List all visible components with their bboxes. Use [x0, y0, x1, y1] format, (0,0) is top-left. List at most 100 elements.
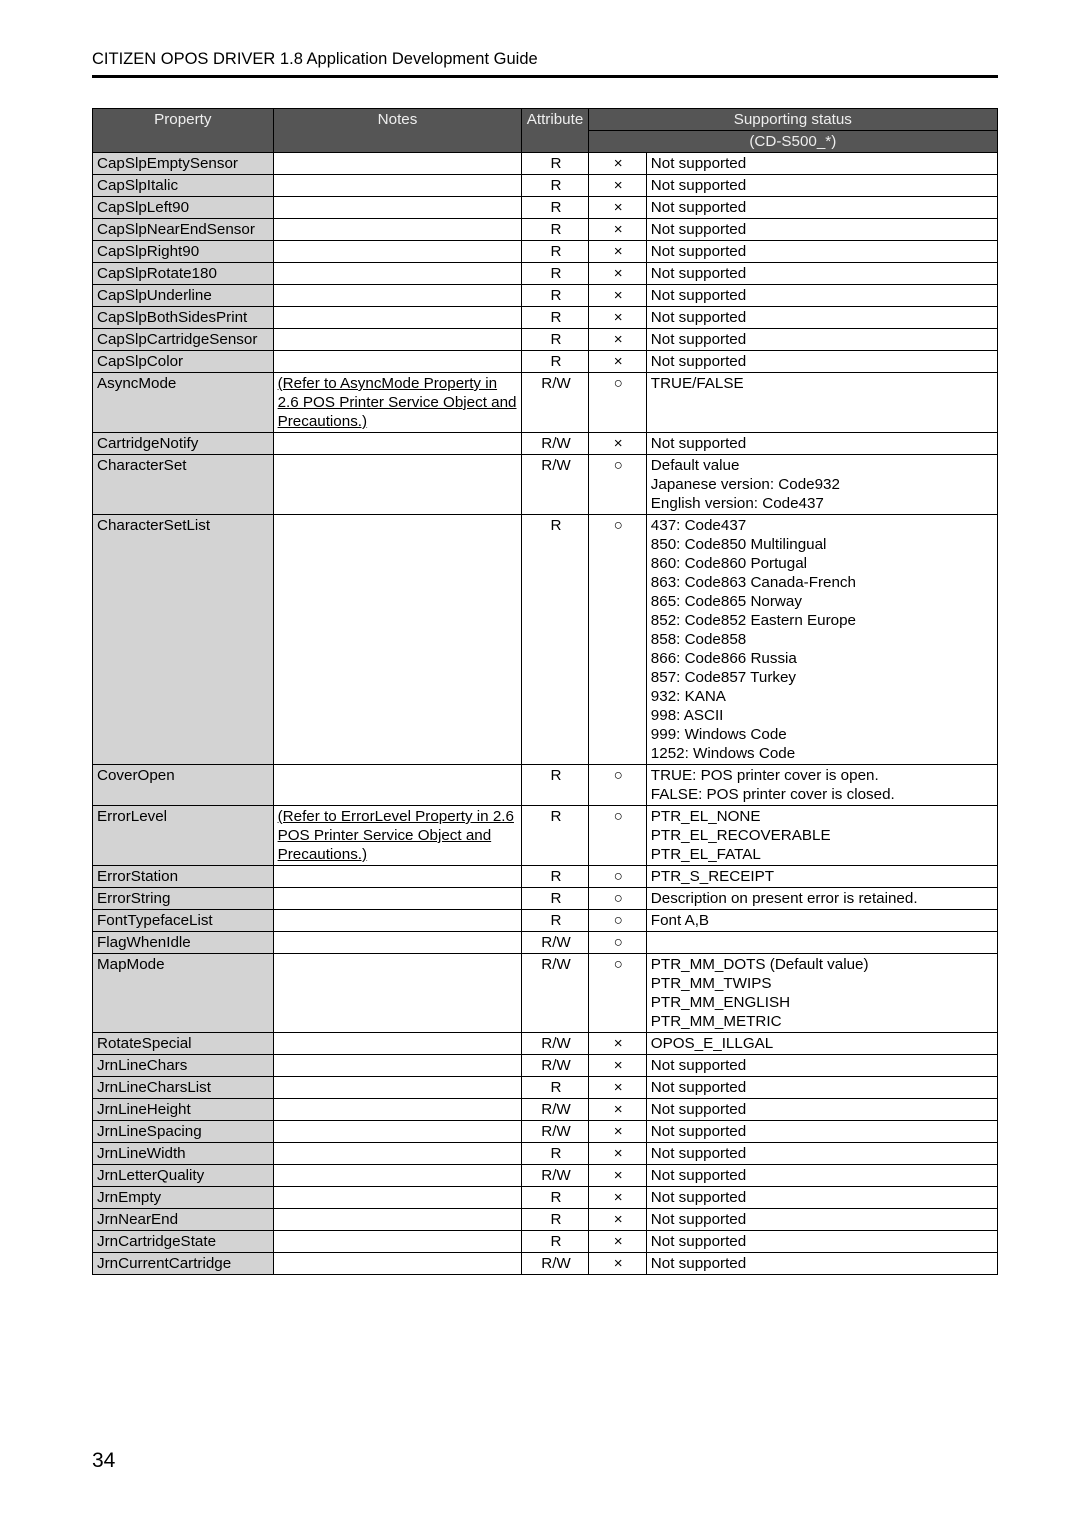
- table-row: JrnLineSpacingR/W×Not supported: [93, 1121, 998, 1143]
- cell-notes: [273, 1231, 522, 1253]
- table-row: CapSlpNearEndSensorR×Not supported: [93, 219, 998, 241]
- cell-support-desc: Not supported: [646, 241, 997, 263]
- cell-support-desc: Not supported: [646, 307, 997, 329]
- cell-notes: [273, 954, 522, 1033]
- document-header: CITIZEN OPOS DRIVER 1.8 Application Deve…: [92, 50, 998, 69]
- cell-property: CapSlpColor: [93, 351, 274, 373]
- table-row: JrnLineWidthR×Not supported: [93, 1143, 998, 1165]
- table-row: JrnLineCharsListR×Not supported: [93, 1077, 998, 1099]
- cell-notes: [273, 455, 522, 515]
- table-head: Property Notes Attribute Supporting stat…: [93, 109, 998, 153]
- cell-support-desc: Not supported: [646, 1253, 997, 1275]
- cell-notes: [273, 197, 522, 219]
- cell-property: CharacterSetList: [93, 515, 274, 765]
- cell-notes: [273, 765, 522, 806]
- cell-notes: [273, 241, 522, 263]
- cell-attribute: R: [522, 910, 588, 932]
- table-row: CapSlpCartridgeSensorR×Not supported: [93, 329, 998, 351]
- cell-support-mark: ○: [588, 888, 646, 910]
- cell-notes: [273, 433, 522, 455]
- cell-support-mark: ×: [588, 351, 646, 373]
- cell-support-mark: ×: [588, 197, 646, 219]
- cell-property: CapSlpLeft90: [93, 197, 274, 219]
- table-row: CharacterSetR/W○Default value Japanese v…: [93, 455, 998, 515]
- table-row: CoverOpenR○TRUE: POS printer cover is op…: [93, 765, 998, 806]
- cell-support-desc: Not supported: [646, 285, 997, 307]
- cell-property: CapSlpEmptySensor: [93, 153, 274, 175]
- cell-attribute: R: [522, 515, 588, 765]
- cell-property: CapSlpNearEndSensor: [93, 219, 274, 241]
- cell-support-mark: ○: [588, 866, 646, 888]
- cell-notes: [273, 1099, 522, 1121]
- table-row: CharacterSetListR○437: Code437 850: Code…: [93, 515, 998, 765]
- cell-property: CapSlpCartridgeSensor: [93, 329, 274, 351]
- table-row: JrnCurrentCartridgeR/W×Not supported: [93, 1253, 998, 1275]
- cell-support-mark: ×: [588, 1033, 646, 1055]
- cell-notes: [273, 910, 522, 932]
- cell-property: CapSlpUnderline: [93, 285, 274, 307]
- cell-property: JrnEmpty: [93, 1187, 274, 1209]
- cell-support-mark: ○: [588, 765, 646, 806]
- cell-support-mark: ×: [588, 153, 646, 175]
- cell-attribute: R: [522, 263, 588, 285]
- table-row: JrnEmptyR×Not supported: [93, 1187, 998, 1209]
- table-row: CapSlpItalicR×Not supported: [93, 175, 998, 197]
- cell-support-desc: Not supported: [646, 219, 997, 241]
- cell-property: ErrorStation: [93, 866, 274, 888]
- cell-support-desc: Not supported: [646, 1187, 997, 1209]
- cell-attribute: R/W: [522, 954, 588, 1033]
- cell-notes: [273, 219, 522, 241]
- cell-support-mark: ○: [588, 455, 646, 515]
- table-row: CapSlpEmptySensorR×Not supported: [93, 153, 998, 175]
- cell-property: CapSlpRotate180: [93, 263, 274, 285]
- cell-support-desc: OPOS_E_ILLGAL: [646, 1033, 997, 1055]
- th-property: Property: [93, 109, 274, 153]
- table-row: JrnCartridgeStateR×Not supported: [93, 1231, 998, 1253]
- th-notes: Notes: [273, 109, 522, 153]
- cell-support-desc: TRUE: POS printer cover is open. FALSE: …: [646, 765, 997, 806]
- cell-attribute: R: [522, 1143, 588, 1165]
- cell-attribute: R: [522, 285, 588, 307]
- cell-notes: [273, 307, 522, 329]
- cell-property: RotateSpecial: [93, 1033, 274, 1055]
- cell-property: ErrorLevel: [93, 806, 274, 866]
- cell-attribute: R: [522, 175, 588, 197]
- cell-property: FlagWhenIdle: [93, 932, 274, 954]
- page-number: 34: [92, 1449, 115, 1473]
- cell-notes: [273, 866, 522, 888]
- cell-notes: [273, 153, 522, 175]
- cell-property: JrnCartridgeState: [93, 1231, 274, 1253]
- cell-support-mark: ×: [588, 263, 646, 285]
- table-row: CapSlpColorR×Not supported: [93, 351, 998, 373]
- table-row: CapSlpUnderlineR×Not supported: [93, 285, 998, 307]
- cell-property: FontTypefaceList: [93, 910, 274, 932]
- cell-attribute: R: [522, 197, 588, 219]
- cell-attribute: R: [522, 765, 588, 806]
- table-row: AsyncMode(Refer to AsyncMode Property in…: [93, 373, 998, 433]
- cell-support-mark: ×: [588, 329, 646, 351]
- cell-support-desc: Not supported: [646, 1209, 997, 1231]
- notes-link[interactable]: (Refer to ErrorLevel Property in 2.6 POS…: [278, 808, 514, 863]
- cell-property: JrnLetterQuality: [93, 1165, 274, 1187]
- cell-support-mark: ×: [588, 307, 646, 329]
- cell-support-desc: Description on present error is retained…: [646, 888, 997, 910]
- cell-support-desc: TRUE/FALSE: [646, 373, 997, 433]
- cell-support-desc: Not supported: [646, 351, 997, 373]
- cell-notes: [273, 1187, 522, 1209]
- cell-attribute: R: [522, 1231, 588, 1253]
- notes-link[interactable]: (Refer to AsyncMode Property in 2.6 POS …: [278, 375, 517, 430]
- cell-support-desc: 437: Code437 850: Code850 Multilingual 8…: [646, 515, 997, 765]
- cell-notes: (Refer to AsyncMode Property in 2.6 POS …: [273, 373, 522, 433]
- cell-support-mark: ×: [588, 1099, 646, 1121]
- cell-notes: [273, 1253, 522, 1275]
- cell-property: JrnCurrentCartridge: [93, 1253, 274, 1275]
- cell-support-mark: ×: [588, 241, 646, 263]
- cell-attribute: R/W: [522, 1099, 588, 1121]
- cell-notes: [273, 1165, 522, 1187]
- cell-attribute: R/W: [522, 1253, 588, 1275]
- cell-attribute: R: [522, 153, 588, 175]
- cell-notes: [273, 932, 522, 954]
- cell-notes: [273, 1143, 522, 1165]
- cell-property: JrnNearEnd: [93, 1209, 274, 1231]
- cell-notes: [273, 263, 522, 285]
